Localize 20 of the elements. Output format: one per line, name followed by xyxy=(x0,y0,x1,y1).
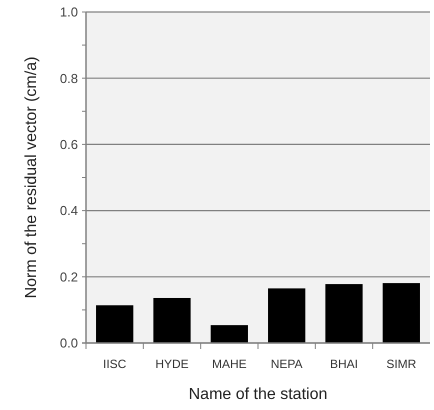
y-tick-label: 0.6 xyxy=(60,136,78,152)
x-tick-label: SIMR xyxy=(386,357,417,371)
x-tick-label: HYDE xyxy=(155,357,189,371)
x-axis-title: Name of the station xyxy=(188,386,328,403)
x-tick-label: BHAI xyxy=(330,357,358,371)
x-tick-label: NEPA xyxy=(270,357,303,371)
bar xyxy=(382,283,420,343)
x-tick-label: IISC xyxy=(102,357,127,371)
bar xyxy=(210,325,248,343)
y-tick-label: 0.2 xyxy=(60,269,78,284)
bar xyxy=(268,288,306,343)
y-tick-label: 0.0 xyxy=(60,336,78,351)
bar xyxy=(153,298,191,343)
y-tick-label: 0.4 xyxy=(60,203,78,218)
y-tick-label: 0.8 xyxy=(60,70,78,86)
y-axis-title: Norm of the residual vector (cm/a) xyxy=(23,56,40,298)
bar xyxy=(96,305,134,343)
bar xyxy=(325,284,363,343)
x-tick-label: MAHE xyxy=(212,357,247,371)
y-tick-label: 1.0 xyxy=(60,4,78,20)
